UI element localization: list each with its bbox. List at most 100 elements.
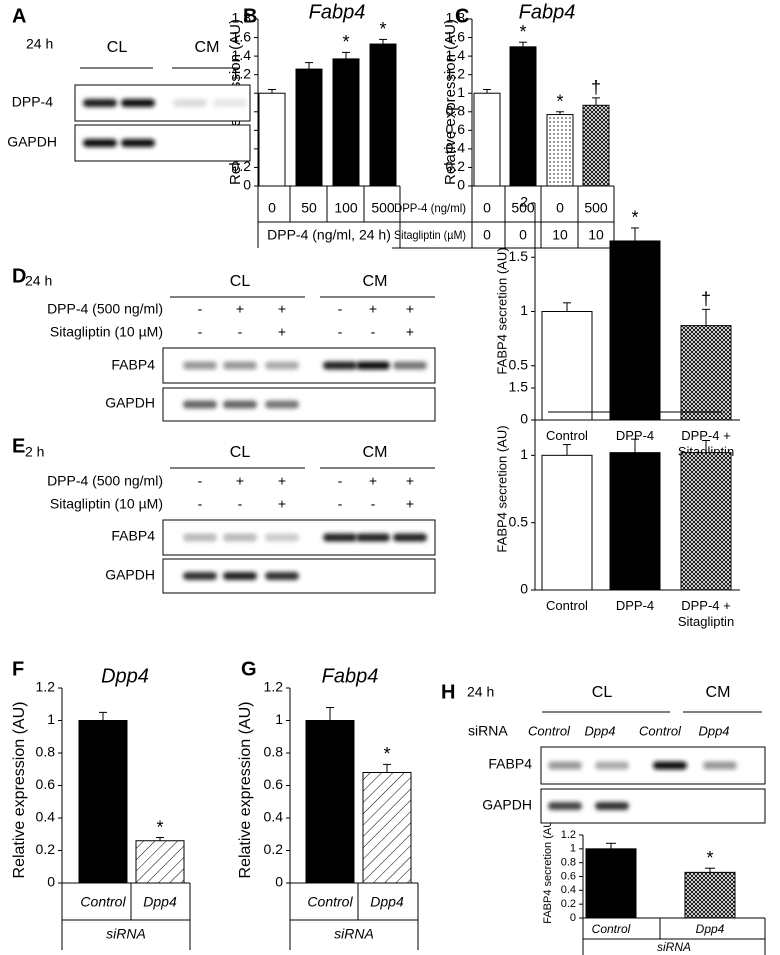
table-cell: 500 (584, 200, 608, 216)
x-tick-label: Control (592, 922, 631, 936)
bar (609, 240, 661, 421)
panel-label: C (455, 5, 469, 27)
y-tick-label: 2 (520, 194, 528, 210)
bar (546, 114, 574, 187)
blot-band (183, 400, 217, 409)
blot-row-label: GAPDH (7, 134, 57, 150)
y-tick-label: 0.2 (264, 841, 284, 857)
blot-band (653, 761, 687, 770)
x-tick-label: Control (546, 598, 588, 613)
table-cell: 0 (483, 200, 491, 216)
condition-sign: + (406, 324, 414, 340)
condition-sign: - (198, 324, 203, 340)
condition-sign: + (369, 301, 377, 317)
y-tick-label: 0.8 (446, 102, 466, 118)
x-axis-label: siRNA (334, 926, 374, 942)
x-axis-label: siRNA (657, 940, 691, 954)
condition-sign: + (236, 473, 244, 489)
blot-band (213, 99, 247, 107)
blot-band (356, 361, 390, 370)
y-tick-label: 0.5 (509, 356, 529, 372)
y-tick-label: 1 (570, 843, 576, 855)
bar (585, 848, 637, 919)
blot-band (323, 533, 357, 542)
group-label: CM (363, 444, 388, 461)
y-tick-label: 0 (520, 581, 528, 597)
y-tick-label: 1.2 (264, 679, 284, 695)
significance-mark: * (706, 848, 713, 868)
table-cell: 10 (588, 227, 604, 243)
y-tick-label: 0.4 (36, 809, 56, 825)
x-axis-label: DPP-4 (ng/ml, 24 h) (267, 227, 391, 243)
bar (473, 92, 501, 187)
y-tick-label: 1.4 (232, 47, 252, 63)
y-tick-label: 0 (243, 177, 251, 193)
condition-sign: + (406, 496, 414, 512)
bar (541, 311, 593, 421)
table-cell: 500 (511, 200, 535, 216)
group-label: CL (230, 444, 251, 461)
y-tick-label: 1 (47, 711, 55, 727)
y-tick-label: 0.2 (232, 158, 252, 174)
y-tick-label: 0 (570, 912, 576, 924)
panel-label: A (12, 5, 26, 27)
bar (609, 452, 661, 591)
blot-band (223, 400, 257, 409)
y-axis-label: Relative expression (AU) (11, 702, 28, 879)
group-label: CL (592, 684, 613, 701)
bar (295, 68, 323, 187)
chart-title: Fabp4 (322, 665, 379, 687)
condition-sign: - (198, 496, 203, 512)
blot-band (393, 533, 427, 542)
y-tick-label: 1 (275, 711, 283, 727)
blot-band (703, 761, 737, 770)
x-tick-label: Dpp4 (143, 894, 177, 910)
y-tick-label: 0.6 (264, 776, 284, 792)
y-tick-label: 0.4 (561, 884, 576, 896)
bar (332, 58, 360, 187)
panel-label: B (243, 5, 257, 27)
x-tick-label: DPP-4 (615, 428, 655, 443)
condition-sign: - (198, 473, 203, 489)
blot-band (393, 361, 427, 370)
blot-band (183, 572, 217, 580)
y-tick-label: 0.6 (36, 776, 56, 792)
blot-row-label: GAPDH (105, 567, 155, 583)
blot-band (265, 533, 299, 542)
bar (582, 104, 610, 187)
table-cell: 10 (552, 227, 568, 243)
y-tick-label: 0.6 (561, 870, 576, 882)
bar (258, 92, 286, 187)
x-tick-label: DPP-4 (615, 598, 655, 613)
condition-sign: - (238, 324, 243, 340)
y-tick-label: 0.2 (36, 841, 56, 857)
y-tick-label: 1.2 (561, 829, 576, 841)
blot-band (223, 361, 257, 370)
condition-sign: + (278, 496, 286, 512)
table-cell: 0 (519, 227, 527, 243)
x-tick-label-box: DPP-4 + Sitagliptin (678, 598, 734, 629)
y-axis-label: Relative expression (AU) (237, 702, 254, 879)
condition-label: DPP-4 (500 ng/ml) (47, 473, 163, 489)
lane-label: Dpp4 (698, 723, 729, 738)
group-label: CL (107, 39, 128, 56)
bar (541, 454, 593, 591)
table-cell: 0 (556, 200, 564, 216)
blot-row-label: FABP4 (111, 357, 155, 373)
panel-label: G (241, 658, 257, 680)
blot-row-label: GAPDH (105, 395, 155, 411)
y-tick-label: 1.2 (232, 65, 252, 81)
condition-sign: + (236, 301, 244, 317)
significance-mark: * (342, 32, 349, 52)
y-tick-label: 0 (457, 177, 465, 193)
y-tick-label: 1.8 (446, 10, 466, 26)
blot-band (265, 400, 299, 409)
condition-sign: - (371, 324, 376, 340)
blot-band (356, 533, 390, 542)
blot-band (595, 761, 629, 770)
y-tick-label: 0.8 (561, 857, 576, 869)
blot-band (83, 139, 117, 147)
y-tick-label: 0.4 (264, 809, 284, 825)
y-tick-label: 1.8 (232, 10, 252, 26)
